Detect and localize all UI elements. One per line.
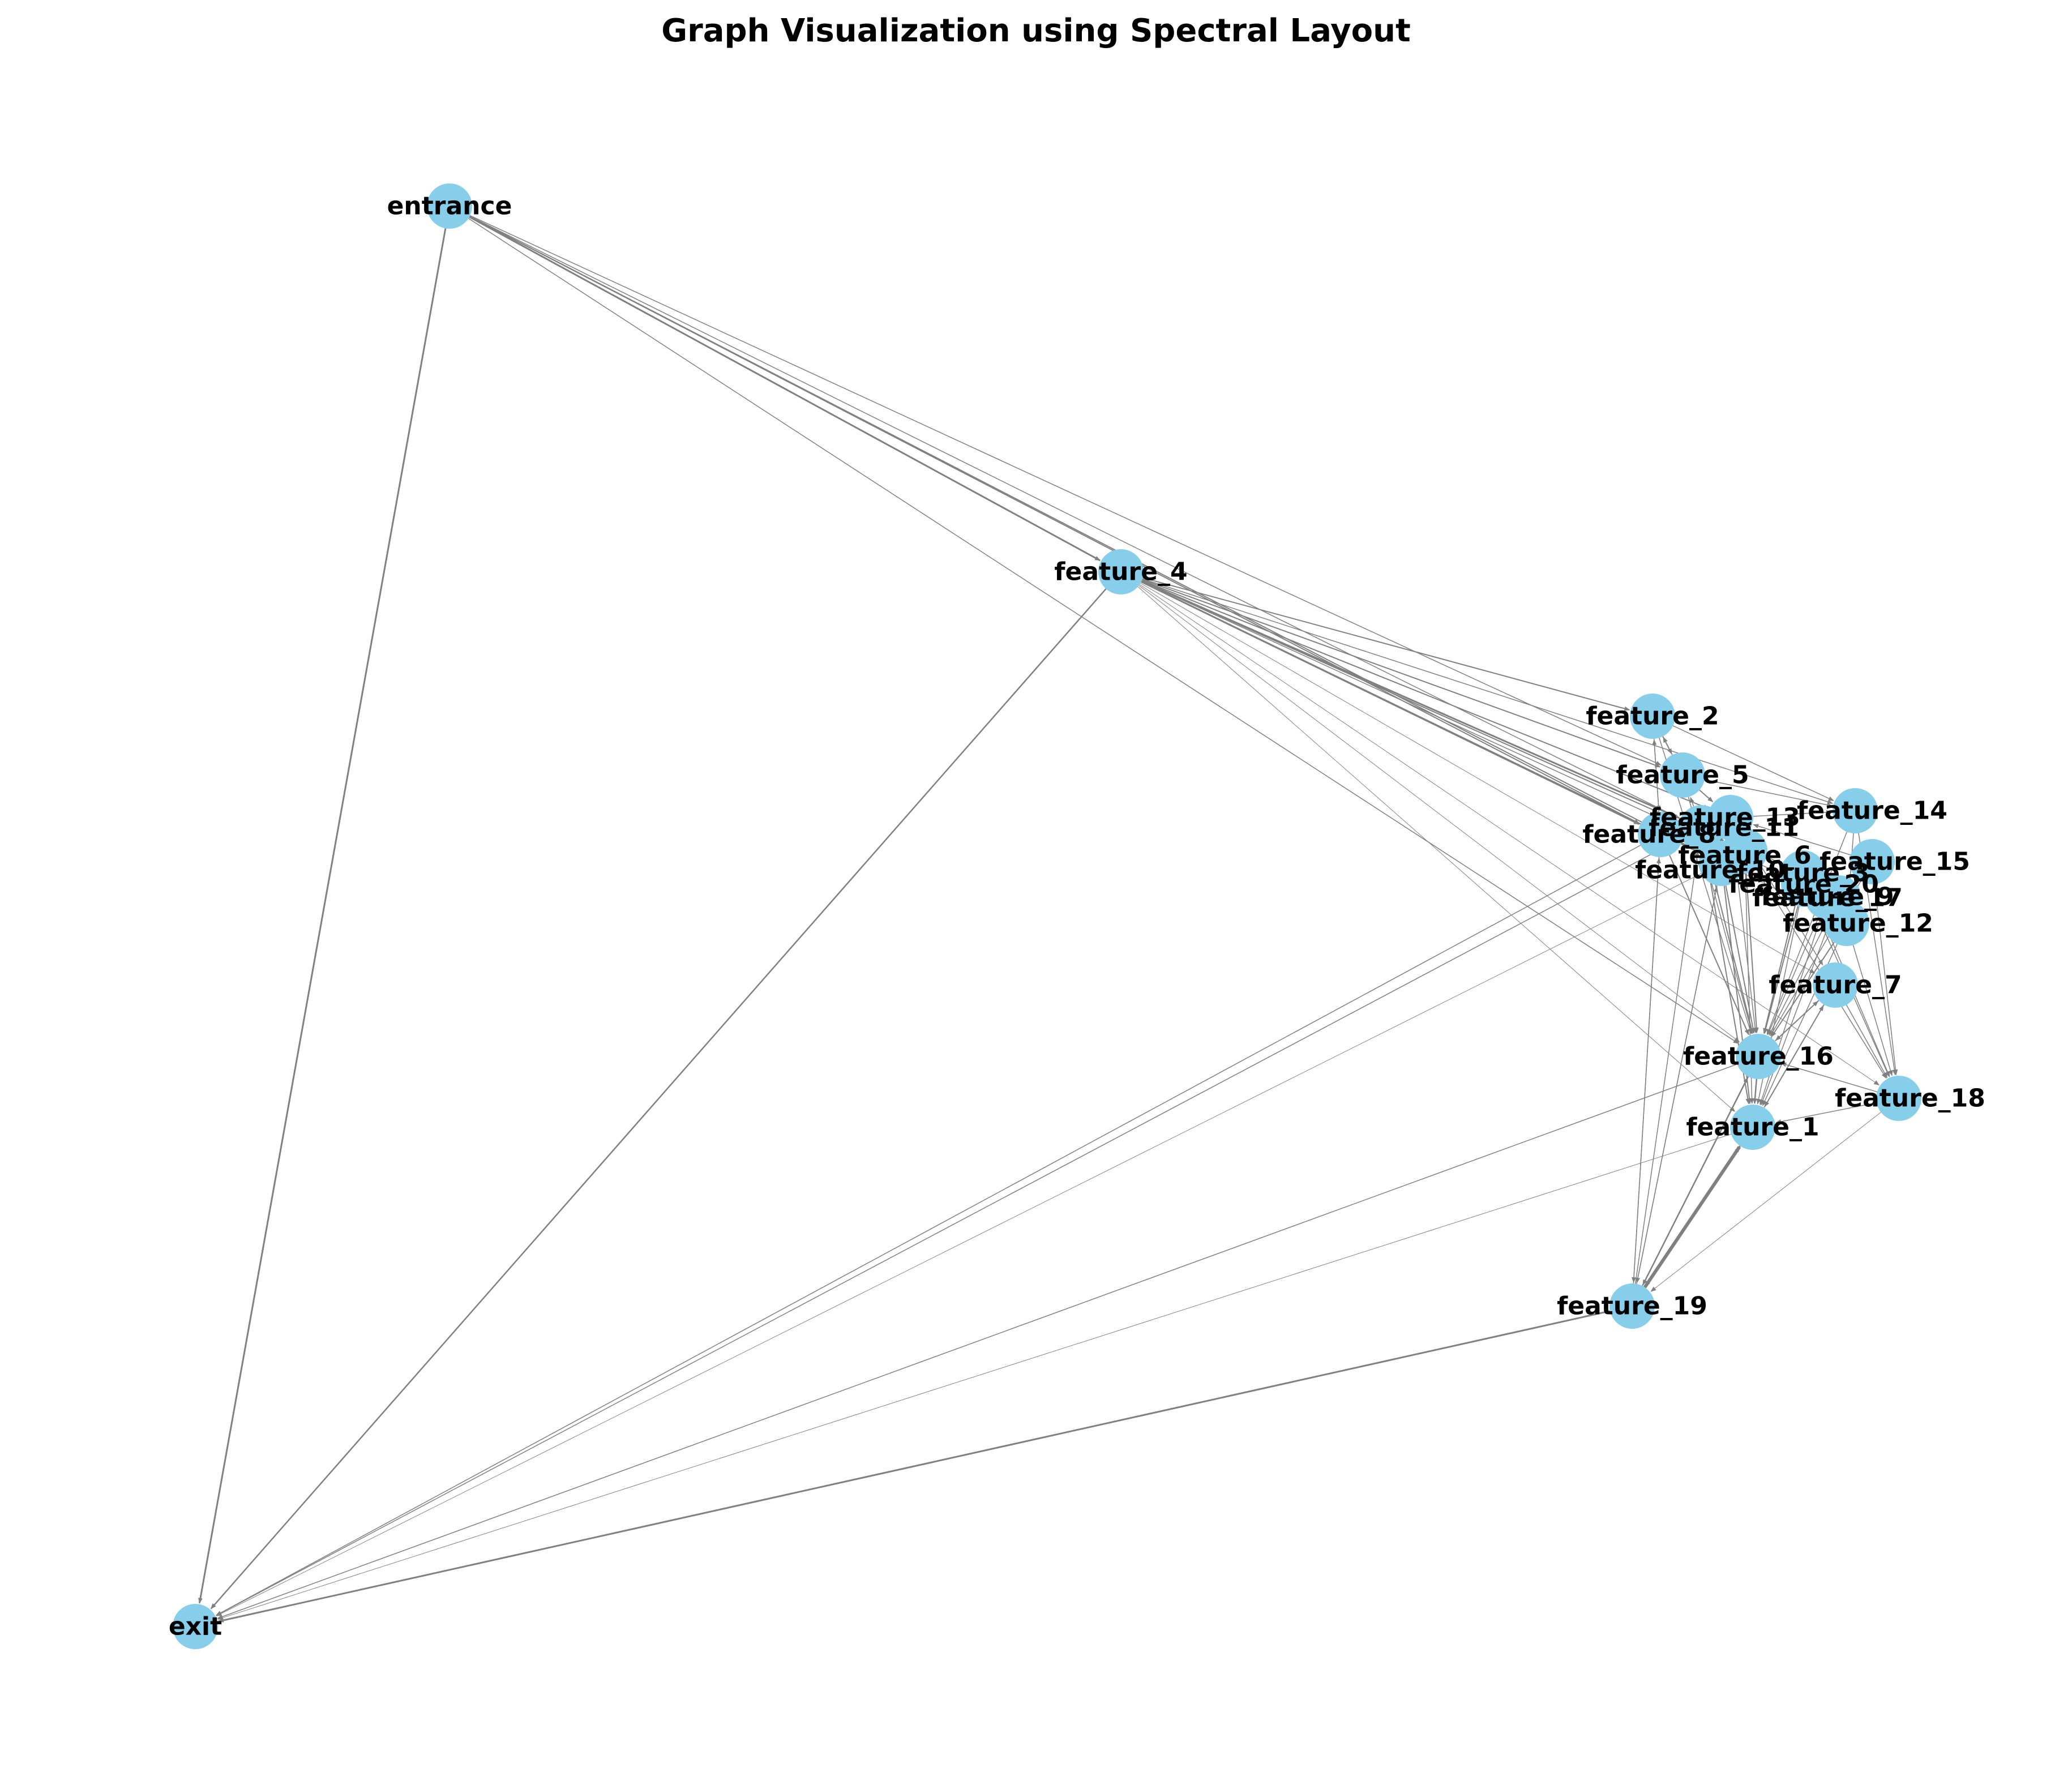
edge-entrance-to-feature_5 [470,215,1662,766]
node-label-feature_8: feature_8 [1582,820,1715,849]
node-label-feature_19: feature_19 [1557,1292,1707,1321]
node-feature_11[interactable] [1679,805,1724,850]
node-label-feature_6: feature_6 [1678,841,1811,870]
edge-feature_3-to-feature_16 [1763,895,1799,1034]
edge-feature_15-to-feature_13 [1753,824,1851,855]
edge-feature_11-to-feature_5 [1690,797,1694,807]
node-label-feature_5: feature_5 [1616,761,1749,790]
node-feature_18[interactable] [1876,1076,1921,1121]
edge-feature_4-to-feature_5 [1142,579,1661,768]
node-feature_12[interactable] [1824,901,1869,946]
edge-feature_16-to-feature_1 [1753,1079,1758,1105]
node-label-feature_11: feature_11 [1649,814,1799,842]
node-entrance[interactable] [427,183,472,229]
labels-layer: entrance feature_4 feature_2 feature_5featu… [169,192,1985,1641]
node-label-feature_14: feature_14 [1797,797,1947,825]
edge-feature_19-to-exit [218,1310,1611,1623]
edge-feature_8-to-exit [216,845,1641,1616]
chart-title: Graph Visualization using Spectral Layou… [661,12,1411,49]
edge-feature_18-to-feature_1 [1775,1102,1877,1124]
edge-feature_4-to-feature_16 [1138,585,1740,1043]
node-label-feature_7: feature_7 [1769,971,1902,1000]
edge-feature_18-to-feature_19 [1650,1112,1881,1292]
edge-entrance-to-feature_6 [469,216,1724,841]
edge-feature_4-to-feature_7 [1140,583,1816,974]
edge-feature_19-to-feature_16 [1642,1077,1748,1286]
edge-feature_4-to-feature_14 [1142,578,1834,804]
edge-entrance-to-feature_10 [469,216,1701,853]
edge-feature_6-to-feature_16 [1745,873,1759,1034]
edge-feature_1-to-exit [217,1133,1732,1620]
edge-feature_4-to-feature_3 [1141,580,1782,864]
edge-feature_11-to-exit [216,838,1682,1616]
edge-feature_9-to-feature_16 [1767,917,1819,1035]
node-feature_7[interactable] [1813,962,1858,1008]
node-feature_14[interactable] [1833,788,1878,833]
edges-layer [198,215,1898,1623]
node-feature_5[interactable] [1660,752,1705,798]
edge-entrance-to-feature_4 [469,216,1101,562]
edge-feature_19-to-feature_8 [1633,857,1661,1284]
edge-feature_1-to-feature_7 [1763,1005,1824,1108]
edge-feature_18-to-feature_16 [1780,1062,1877,1093]
edge-feature_5-to-feature_13 [1699,789,1714,802]
edge-feature_8-to-feature_2 [1652,739,1660,812]
edge-feature_4-to-exit [210,588,1107,1610]
node-label-feature_3: feature_3 [1736,859,1869,888]
edge-feature_13-to-feature_14 [1753,810,1833,817]
edge-feature_5-to-feature_2 [1663,737,1673,755]
node-feature_1[interactable] [1730,1105,1775,1150]
edge-feature_4-to-feature_1 [1137,587,1736,1112]
edge-feature_12-to-feature_18 [1852,945,1893,1076]
node-label-feature_1: feature_1 [1686,1113,1819,1142]
edge-feature_19-to-feature_1 [1643,1146,1741,1289]
edge-feature_19-to-feature_10 [1636,886,1718,1284]
edge-feature_14-to-feature_16 [1766,831,1848,1035]
nodes-layer [173,183,1921,1649]
edge-feature_4-to-feature_13 [1141,580,1709,810]
node-label-entrance: entrance [387,192,512,221]
edge-feature_2-to-feature_14 [1672,725,1834,801]
node-feature_2[interactable] [1630,694,1675,739]
node-label-feature_13: feature_13 [1650,803,1800,832]
node-label-feature_17: feature_17 [1752,884,1903,913]
node-label-feature_12: feature_12 [1783,909,1933,938]
edge-feature_20-to-feature_16 [1763,906,1799,1034]
edge-entrance-to-exit [198,228,447,1604]
node-label-feature_18: feature_18 [1835,1084,1985,1113]
node-label-feature_4: feature_4 [1054,558,1187,587]
node-label-feature_10: feature_10 [1635,856,1786,885]
edge-feature_16-to-feature_7 [1774,1000,1818,1042]
node-feature_15[interactable] [1850,839,1895,884]
edge-feature_12-to-feature_16 [1771,942,1835,1037]
edge-feature_10-to-exit [216,873,1702,1616]
edge-entrance-to-feature_16 [468,218,1739,1044]
node-label-feature_15: feature_15 [1820,848,1970,876]
edge-feature_17-to-feature_16 [1769,918,1829,1036]
node-feature_19[interactable] [1609,1283,1655,1329]
edge-feature_4-to-feature_2 [1142,577,1630,711]
node-label-feature_16: feature_16 [1683,1042,1834,1071]
edge-feature_15-to-feature_18 [1874,884,1898,1076]
node-feature_8[interactable] [1638,812,1683,857]
edge-feature_4-to-feature_6 [1141,580,1724,842]
node-label-feature_20: feature_20 [1728,870,1879,899]
node-feature_4[interactable] [1098,549,1144,594]
node-feature_16[interactable] [1736,1034,1781,1079]
node-exit[interactable] [173,1604,218,1649]
edge-feature_7-to-feature_18 [1846,1004,1888,1079]
node-feature_10[interactable] [1699,841,1744,886]
edge-feature_5-to-feature_14 [1705,779,1833,807]
edge-feature_19-to-feature_11 [1634,850,1699,1284]
edge-feature_4-to-feature_18 [1139,584,1880,1086]
edge-feature_8-to-feature_16 [1669,855,1749,1035]
edge-feature_10-to-feature_16 [1725,885,1756,1034]
node-label-exit: exit [169,1612,222,1641]
edge-feature_16-to-exit [217,1064,1737,1619]
node-label-feature_2: feature_2 [1586,702,1719,731]
node-label-feature_9: feature_9 [1761,883,1894,911]
